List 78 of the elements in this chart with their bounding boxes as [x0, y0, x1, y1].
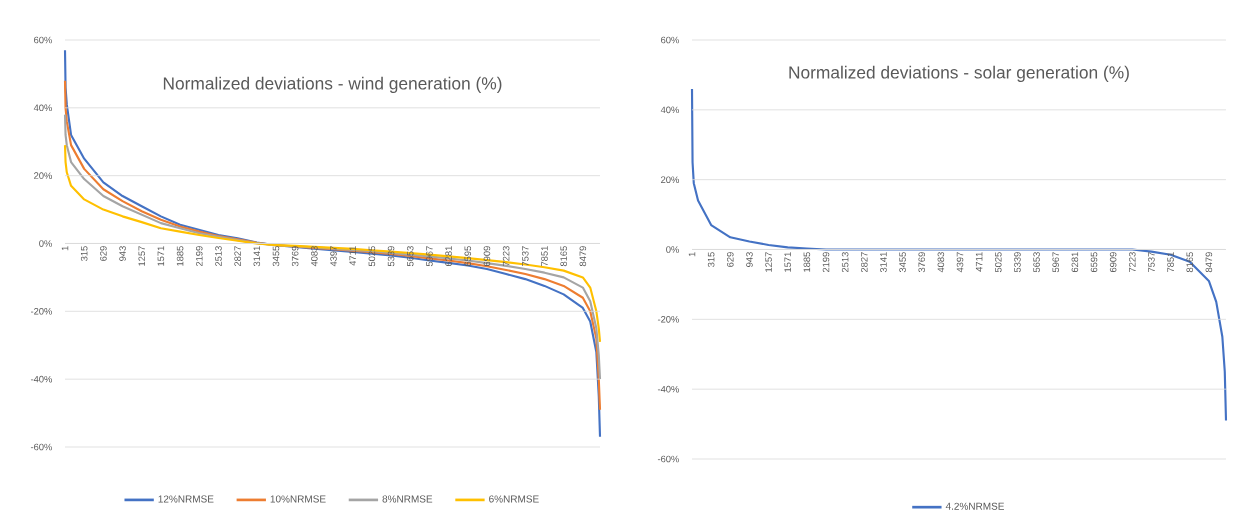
legend-label: 12%NRMSE: [158, 495, 214, 503]
x-tick-label: 4711: [975, 252, 983, 272]
x-tick-label: 629: [727, 252, 734, 267]
y-tick-label: 60%: [661, 36, 679, 44]
x-tick-label: 7851: [541, 246, 548, 267]
x-tick-label: 6909: [1109, 252, 1117, 273]
x-tick-label: 5967: [1052, 252, 1060, 273]
y-tick-label: -60%: [657, 455, 679, 463]
x-tick-label: 8165: [1186, 252, 1194, 273]
x-tick-label: 3141: [880, 252, 887, 273]
x-tick-label: 2513: [841, 252, 849, 273]
legend-label: 10%NRMSE: [270, 495, 326, 503]
x-tick-label: 5025: [995, 252, 1002, 273]
y-tick-label: -60%: [30, 443, 52, 451]
x-tick-label: 315: [80, 246, 88, 261]
x-tick-label: 4397: [330, 246, 337, 267]
x-tick-label: 5967: [426, 246, 433, 267]
x-tick-label: 7223: [1129, 252, 1136, 273]
x-tick-label: 1885: [176, 246, 184, 266]
text: Normalized deviations - wind generation (%): [163, 76, 502, 93]
x-tick-label: 1571: [157, 246, 165, 266]
x-tick-label: 3141: [253, 246, 261, 267]
x-tick-label: 6909: [483, 246, 491, 267]
x-tick-label: 1571: [784, 252, 791, 272]
x-tick-label: 5653: [1033, 252, 1040, 273]
x-tick-label: 1257: [765, 252, 772, 272]
x-tick-label: 7851: [1167, 252, 1174, 273]
x-tick-label: 1: [688, 252, 696, 257]
x-tick-label: 3455: [272, 246, 280, 267]
x-tick-label: 3769: [291, 246, 299, 267]
x-tick-label: 3455: [899, 252, 906, 273]
y-tick-label: 20%: [34, 172, 52, 179]
y-tick-label: 20%: [661, 176, 679, 183]
text: Normalized deviations - solar generation (%): [789, 65, 1129, 82]
x-tick-label: 6281: [1071, 252, 1079, 273]
x-tick-label: 7537: [522, 246, 529, 267]
x-tick-label: 315: [707, 252, 715, 267]
legend-label: 8%NRMSE: [382, 495, 433, 503]
line-series: [63, 144, 602, 343]
x-tick-label: 5025: [368, 246, 376, 267]
y-tick-label: 60%: [34, 36, 52, 44]
x-tick-label: 1885: [803, 252, 811, 272]
y-tick-label: -20%: [30, 308, 52, 315]
x-tick-label: 2513: [215, 246, 222, 267]
x-tick-label: 6595: [464, 246, 472, 267]
y-tick-label: -40%: [657, 385, 679, 393]
x-tick-label: 2199: [822, 252, 830, 273]
x-tick-label: 8165: [560, 246, 567, 267]
x-tick-label: 7223: [502, 246, 510, 267]
x-tick-label: 2827: [861, 252, 868, 273]
x-tick-label: 2827: [234, 246, 241, 267]
x-tick-label: 8479: [1205, 252, 1213, 273]
x-tick-label: 1257: [138, 246, 146, 266]
y-tick-label: 0%: [39, 240, 52, 247]
x-tick-label: 4711: [349, 246, 356, 266]
x-tick-label: 8479: [579, 246, 587, 267]
x-tick-label: 4083: [311, 246, 318, 267]
legend-label: 4.2%NRMSE: [945, 502, 1005, 510]
x-tick-label: 629: [100, 246, 107, 261]
x-tick-label: 5339: [1014, 252, 1021, 273]
x-tick-label: 2199: [195, 246, 203, 267]
x-tick-label: 3769: [918, 252, 926, 273]
legend-label: 6%NRMSE: [489, 495, 539, 503]
x-tick-label: 943: [746, 252, 753, 267]
x-tick-label: 5339: [387, 246, 395, 267]
x-tick-label: 5653: [406, 246, 414, 267]
y-tick-label: 40%: [33, 104, 52, 112]
x-tick-label: 1: [61, 246, 69, 251]
y-tick-label: -20%: [657, 316, 679, 323]
y-tick-label: -40%: [30, 375, 52, 383]
y-tick-label: 0%: [666, 246, 679, 253]
x-tick-label: 6281: [445, 246, 452, 267]
x-tick-label: 4397: [956, 252, 964, 273]
x-tick-label: 7537: [1148, 252, 1155, 273]
x-tick-label: 4083: [937, 252, 945, 273]
x-tick-label: 6595: [1090, 252, 1098, 273]
y-tick-label: 40%: [660, 106, 679, 114]
x-tick-label: 943: [119, 246, 126, 261]
